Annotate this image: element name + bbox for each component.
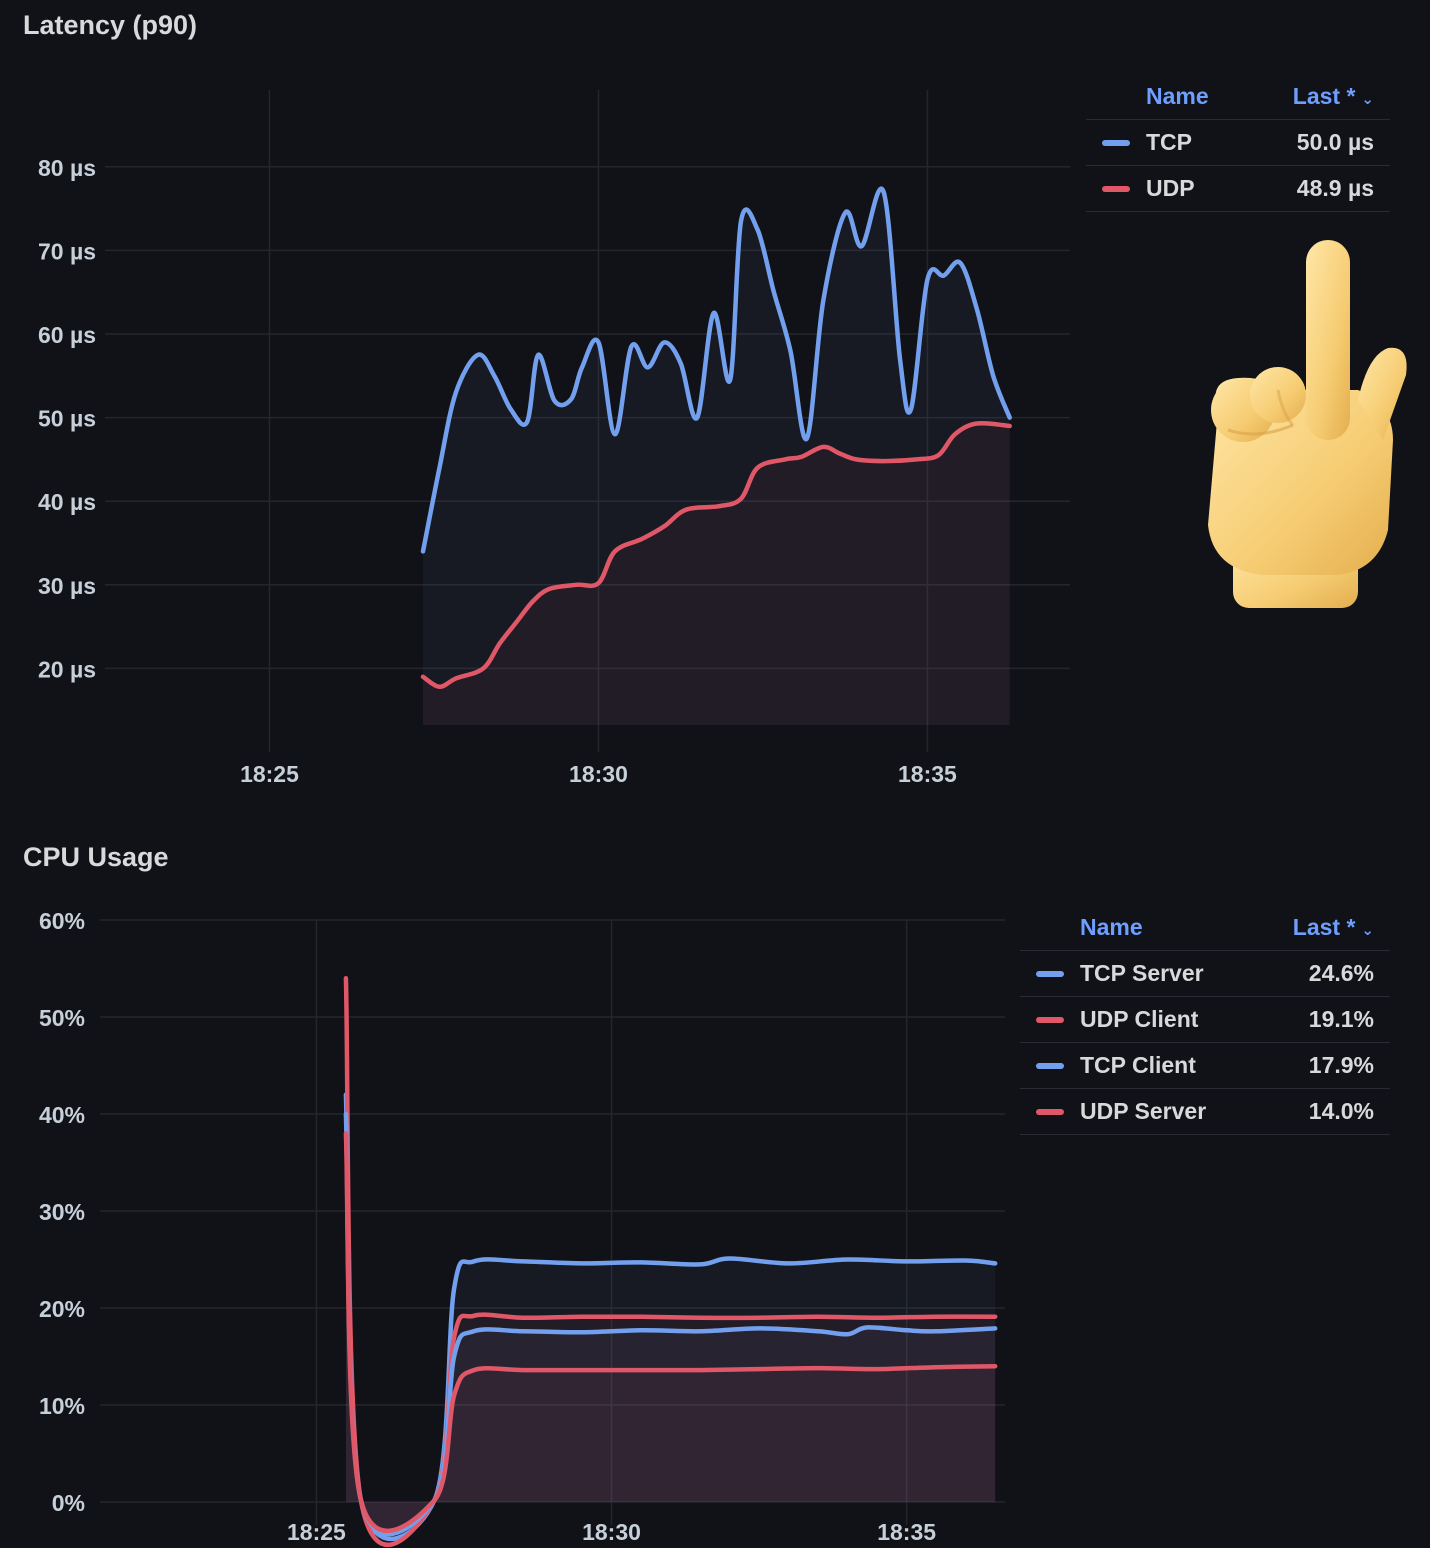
y-tick-label: 50 µs: [38, 406, 96, 432]
legend-item-name: TCP Client: [1080, 1052, 1196, 1078]
series-lines: [420, 186, 1012, 690]
legend-last-header-label: Last *: [1292, 83, 1356, 109]
y-tick-label: 30 µs: [38, 573, 96, 599]
x-tick-label: 18:35: [877, 1519, 936, 1545]
x-tick-label: 18:25: [287, 1519, 346, 1545]
legend-swatch: [1036, 970, 1064, 977]
legend-header: Name Last * ⌄: [1020, 905, 1390, 951]
series-line-udp-server[interactable]: [343, 1131, 998, 1534]
cpu-panel: CPU Usage 0% 10% 20% 30% 40% 50% 60% 18:25 18:30…: [0, 830, 1430, 1548]
latency-chart: 20 µs 30 µs 40 µs 50 µs 60 µs 70 µs 80 µs 18:25…: [38, 90, 1070, 787]
series-fill-udp-client: [345, 978, 996, 1545]
cpu-legend: Name Last * ⌄ TCP Server 24.6% UDP Client 19.1…: [1020, 905, 1390, 1135]
legend-item-name: UDP Client: [1080, 1006, 1199, 1032]
y-tick-label: 0%: [52, 1490, 85, 1516]
panel-title: Latency (p90): [23, 10, 198, 40]
legend-item-last-value: 48.9 µs: [1296, 175, 1374, 201]
legend-item[interactable]: UDP 48.9 µs: [1086, 166, 1390, 212]
legend-item-last-value: 19.1%: [1308, 1006, 1374, 1032]
legend-name-header[interactable]: Name: [1080, 914, 1143, 940]
series-line-tcp[interactable]: [420, 186, 1012, 554]
y-tick-label: 30%: [39, 1199, 85, 1225]
series-fill-udp-server: [345, 1133, 996, 1531]
legend-last-header[interactable]: Last * ⌄: [1293, 914, 1374, 941]
series-lines: [343, 975, 998, 1547]
legend-item-last-value: 24.6%: [1308, 960, 1374, 986]
cpu-chart: 0% 10% 20% 30% 40% 50% 60% 18:25 18:30 18:35: [39, 908, 1005, 1547]
series-fills: [423, 188, 1010, 726]
legend-swatch: [1036, 1062, 1064, 1069]
legend-header: Name Last * ⌄: [1086, 74, 1390, 120]
y-tick-label: 70 µs: [38, 238, 96, 264]
legend-item[interactable]: UDP Server 14.0%: [1020, 1089, 1390, 1135]
legend-item[interactable]: UDP Client 19.1%: [1020, 997, 1390, 1043]
legend-item-last-value: 14.0%: [1308, 1098, 1374, 1124]
y-tick-label: 80 µs: [38, 155, 96, 181]
y-tick-label: 40 µs: [38, 489, 96, 515]
chevron-down-icon: ⌄: [1361, 922, 1374, 939]
legend-item[interactable]: TCP Client 17.9%: [1020, 1043, 1390, 1089]
series-line-tcp-client[interactable]: [343, 1111, 998, 1537]
y-tick-label: 60%: [39, 908, 85, 934]
series-fill-tcp-client: [345, 1114, 996, 1535]
pointing-hand-icon: [1208, 240, 1407, 608]
series-fill-tcp: [423, 188, 1010, 726]
latency-panel: Latency (p90) 20 µs 30 µs 40 µs 50 µs 60 µs 7…: [23, 10, 1407, 787]
y-tick-label: 40%: [39, 1102, 85, 1128]
y-tick-label: 50%: [39, 1005, 85, 1031]
legend-item-name: TCP: [1146, 129, 1192, 155]
series-fill-udp: [423, 423, 1010, 725]
y-tick-label: 60 µs: [38, 322, 96, 348]
panel-title: CPU Usage: [23, 842, 169, 872]
legend-name-header[interactable]: Name: [1146, 83, 1209, 109]
y-tick-label: 10%: [39, 1393, 85, 1419]
legend-last-header-label: Last *: [1292, 914, 1356, 940]
legend-item-last-value: 50.0 µs: [1296, 129, 1374, 155]
legend-swatch: [1102, 185, 1130, 192]
legend-swatch: [1036, 1016, 1064, 1023]
grid: [100, 919, 1005, 1525]
x-tick-label: 18:25: [240, 761, 299, 787]
legend-item-name: UDP: [1146, 175, 1195, 201]
x-tick-label: 18:30: [582, 1519, 641, 1545]
legend-item-name: TCP Server: [1080, 960, 1204, 986]
legend-item[interactable]: TCP Server 24.6%: [1020, 951, 1390, 997]
y-tick-label: 20 µs: [38, 656, 96, 682]
legend-last-header[interactable]: Last * ⌄: [1293, 83, 1374, 110]
y-tick-label: 20%: [39, 1296, 85, 1322]
legend-swatch: [1036, 1108, 1064, 1115]
chevron-down-icon: ⌄: [1361, 91, 1374, 108]
legend-swatch: [1102, 139, 1130, 146]
x-tick-label: 18:30: [569, 761, 628, 787]
legend-item-name: UDP Server: [1080, 1098, 1207, 1124]
series-line-udp[interactable]: [420, 420, 1012, 690]
legend-item-last-value: 17.9%: [1308, 1052, 1374, 1078]
latency-legend: Name Last * ⌄ TCP 50.0 µs UDP 48.9 µs: [1086, 74, 1390, 212]
legend-item[interactable]: TCP 50.0 µs: [1086, 120, 1390, 166]
x-tick-label: 18:35: [898, 761, 957, 787]
series-line-tcp-server[interactable]: [343, 1092, 998, 1541]
